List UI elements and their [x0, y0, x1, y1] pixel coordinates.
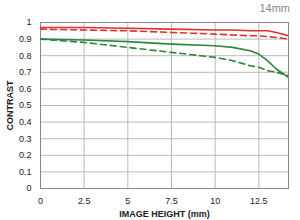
svg-text:0: 0: [26, 183, 31, 193]
svg-text:0.8: 0.8: [19, 51, 32, 61]
svg-text:0.5: 0.5: [19, 100, 32, 110]
svg-text:0.7: 0.7: [19, 67, 32, 77]
html-text:14mm: 14mm: [259, 2, 290, 14]
svg-text:0.6: 0.6: [19, 84, 32, 94]
svg-text:2.5: 2.5: [78, 196, 91, 206]
svg-text:IMAGE HEIGHT (mm): IMAGE HEIGHT (mm): [119, 209, 210, 219]
svg-text:CONTRAST: CONTRAST: [5, 80, 15, 130]
svg-text:0: 0: [38, 196, 43, 206]
svg-text:0.4: 0.4: [19, 117, 32, 127]
svg-text:0.3: 0.3: [19, 134, 32, 144]
svg-text:0.2: 0.2: [19, 150, 32, 160]
svg-text:5: 5: [125, 196, 130, 206]
svg-text:0.1: 0.1: [19, 167, 32, 177]
svg-text:0.9: 0.9: [19, 34, 32, 44]
svg-text:7.5: 7.5: [165, 196, 178, 206]
svg-text:10: 10: [210, 196, 220, 206]
svg-text:1: 1: [26, 17, 31, 27]
svg-text:12.5: 12.5: [250, 196, 268, 206]
